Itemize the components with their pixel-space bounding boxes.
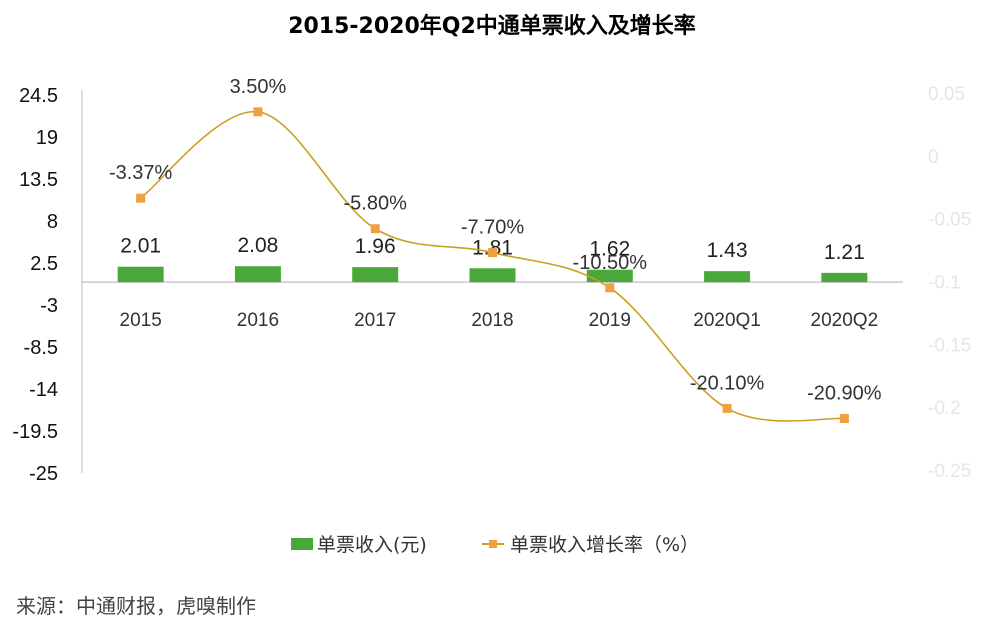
left-tick-label: 19 — [36, 127, 58, 149]
source-note: 来源：中通财报，虎嗅制作 — [16, 594, 256, 618]
left-tick-label: -3 — [40, 295, 58, 317]
category-label: 2018 — [471, 310, 513, 331]
category-label: 2019 — [589, 310, 631, 331]
line-data-label: 3.50% — [230, 76, 287, 98]
growth-rate-marker — [136, 193, 146, 203]
bar — [234, 266, 281, 283]
line-data-label: -20.10% — [690, 372, 765, 394]
bar-data-label: 1.81 — [472, 236, 513, 259]
left-tick-label: 24.5 — [19, 85, 58, 107]
bar — [704, 271, 751, 283]
legend-bar-label: 单票收入(元) — [317, 534, 427, 556]
bar — [821, 272, 868, 283]
line-data-label: -5.80% — [344, 193, 408, 215]
legend-item-line: 单票收入增长率（%） — [482, 530, 699, 557]
right-tick-label: -0.25 — [928, 461, 971, 482]
left-tick-label: 13.5 — [19, 169, 58, 191]
line-data-label: -3.37% — [109, 162, 173, 184]
bar-data-label: 2.08 — [237, 234, 278, 257]
line-data-label: -20.90% — [807, 382, 882, 404]
left-tick-label: -19.5 — [12, 421, 58, 443]
growth-rate-marker — [488, 248, 497, 258]
bar — [117, 266, 164, 283]
right-tick-label: -0.1 — [928, 273, 961, 294]
category-label: 2020Q1 — [693, 310, 761, 331]
category-label: 2016 — [237, 310, 279, 331]
category-label: 2015 — [120, 310, 162, 331]
bar-data-label: 1.62 — [589, 238, 630, 261]
category-label: 2017 — [354, 310, 396, 331]
legend-bar-swatch — [291, 537, 313, 550]
growth-rate-marker — [253, 107, 263, 117]
legend-line-swatch — [482, 538, 504, 550]
left-tick-label: 8 — [47, 211, 58, 233]
bar-data-label: 1.43 — [707, 239, 748, 262]
right-tick-label: 0 — [928, 147, 939, 168]
bar-data-label: 1.96 — [355, 235, 396, 258]
left-tick-label: 2.5 — [30, 253, 58, 275]
bar-data-label: 2.01 — [120, 235, 161, 258]
category-label: 2020Q2 — [811, 310, 879, 331]
growth-rate-marker — [370, 224, 380, 234]
left-tick-label: -25 — [29, 463, 58, 485]
bar — [586, 269, 633, 283]
growth-rate-marker — [722, 403, 732, 413]
line-data-label: -7.70% — [461, 217, 525, 239]
left-tick-label: -8.5 — [24, 337, 58, 359]
right-tick-label: -0.2 — [928, 398, 961, 419]
right-tick-label: -0.05 — [928, 210, 971, 231]
legend-line-label: 单票收入增长率（%） — [510, 534, 700, 556]
line-data-label: -10.50% — [573, 252, 648, 274]
chart-title: 2015-2020年Q2中通单票收入及增长率 — [288, 14, 696, 39]
right-tick-label: 0.05 — [928, 84, 965, 105]
bar — [469, 268, 516, 283]
growth-rate-marker — [839, 413, 849, 423]
growth-rate-marker — [605, 283, 615, 293]
left-tick-label: -14 — [29, 379, 58, 401]
legend-item-bar: 单票收入(元) — [291, 530, 427, 557]
right-tick-label: -0.15 — [928, 335, 971, 356]
bar — [352, 267, 399, 283]
bar-data-label: 1.21 — [824, 241, 865, 264]
